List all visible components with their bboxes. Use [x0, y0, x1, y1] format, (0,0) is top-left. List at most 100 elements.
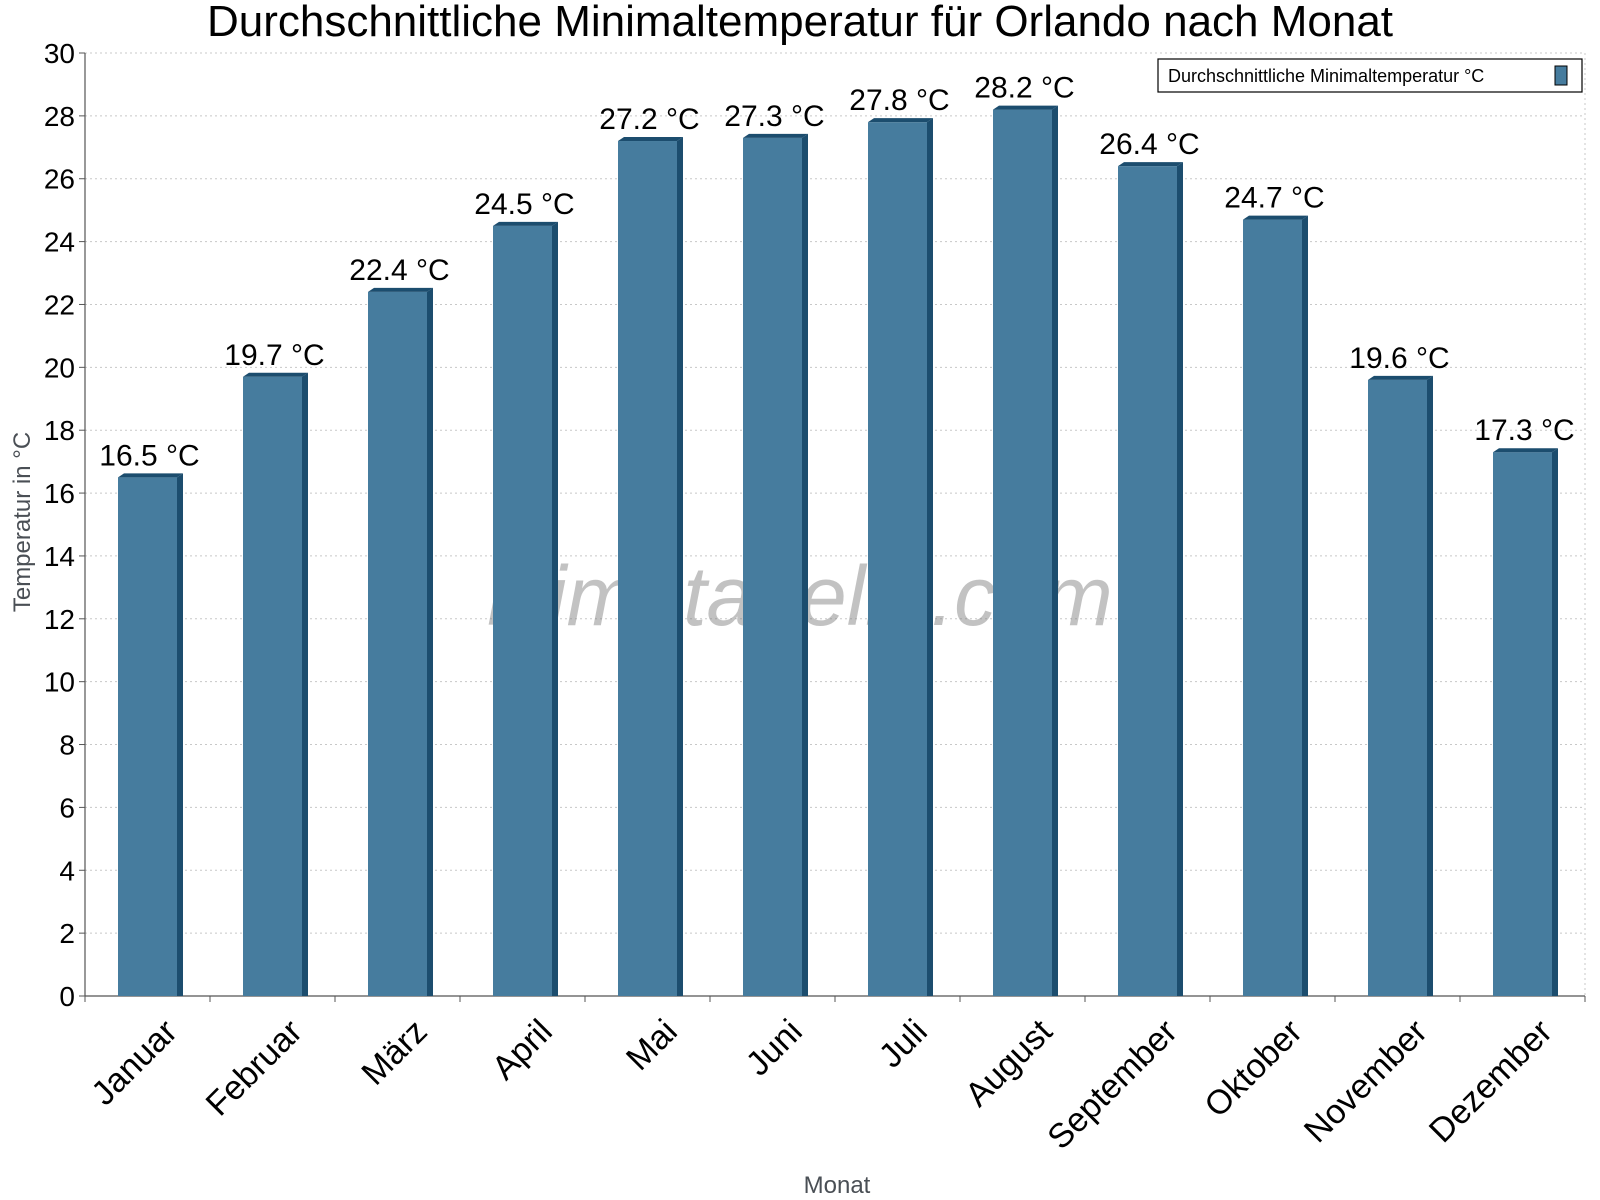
data-label: 17.3 °C — [1474, 414, 1574, 447]
bar-top — [368, 287, 433, 292]
data-label: 22.4 °C — [349, 254, 449, 287]
y-tick-label: 20 — [44, 352, 75, 383]
y-tick-label: 16 — [44, 478, 75, 509]
bar-side — [552, 221, 558, 997]
x-tick-label: März — [354, 1012, 434, 1092]
chart-title: Durchschnittliche Minimaltemperatur für … — [207, 0, 1393, 46]
bar — [1493, 448, 1558, 996]
y-tick-label: 6 — [59, 792, 75, 823]
bar-side — [1052, 105, 1058, 996]
bar-top — [743, 133, 808, 138]
legend-box — [1157, 58, 1583, 93]
y-tick-label: 0 — [59, 981, 75, 1012]
y-tick-label: 8 — [59, 730, 75, 761]
bar — [868, 118, 933, 997]
bar-front — [118, 477, 177, 997]
bar-side — [802, 133, 808, 996]
x-tick-label: November — [1297, 1012, 1435, 1150]
data-label: 16.5 °C — [99, 439, 199, 472]
y-tick-label: 12 — [44, 604, 75, 635]
axes — [84, 53, 1586, 997]
legend-label: Durchschnittliche Minimaltemperatur °C — [1168, 66, 1484, 86]
bar-side — [302, 372, 308, 997]
bar-side — [177, 473, 183, 997]
bar — [993, 105, 1058, 996]
y-tick-label: 24 — [44, 227, 75, 258]
data-label: 28.2 °C — [974, 72, 1074, 105]
y-tick-label: 14 — [44, 541, 75, 572]
x-tick-label: September — [1040, 1012, 1184, 1156]
y-tick-label: 18 — [44, 415, 75, 446]
x-tick-label: April — [485, 1012, 560, 1087]
y-axis-label: Temperatur in °C — [9, 432, 36, 612]
bar-side — [1552, 448, 1558, 996]
bar-side — [427, 287, 433, 997]
bar-side — [1302, 215, 1308, 996]
y-tick-label: 28 — [44, 101, 75, 132]
bar-top — [868, 118, 933, 123]
data-label: 26.4 °C — [1099, 128, 1199, 161]
bar-front — [993, 109, 1052, 996]
bar — [243, 372, 308, 997]
y-tick-label: 26 — [44, 164, 75, 195]
x-tick-label: Juni — [739, 1012, 810, 1083]
bar-top — [993, 105, 1058, 110]
bar — [1118, 162, 1183, 996]
bar-front — [243, 376, 302, 997]
bar — [743, 133, 808, 996]
bar — [368, 287, 433, 997]
bar-front — [368, 291, 427, 997]
x-tick-label: August — [958, 1012, 1060, 1114]
bar — [618, 137, 683, 997]
bar-front — [1118, 166, 1177, 996]
bar-front — [1243, 219, 1302, 996]
data-label: 27.3 °C — [724, 100, 824, 133]
bar-front — [618, 141, 677, 997]
bar-top — [118, 473, 183, 478]
data-label: 19.6 °C — [1349, 342, 1449, 375]
y-tick-label: 4 — [59, 855, 75, 886]
gridlines — [85, 52, 1585, 934]
legend: Durchschnittliche Minimaltemperatur °C — [1157, 58, 1583, 93]
x-tick-label: Januar — [84, 1012, 184, 1112]
y-tick-label: 10 — [44, 667, 75, 698]
data-label: 27.8 °C — [849, 84, 949, 117]
x-tick-label: Dezember — [1422, 1012, 1560, 1150]
bar-top — [1118, 162, 1183, 167]
bar-top — [618, 137, 683, 142]
data-label: 24.7 °C — [1224, 182, 1324, 215]
bar — [493, 221, 558, 997]
bar-front — [1493, 452, 1552, 996]
x-axis-ticks: Januar Februar März April Mai Juni Juli AugustS… — [84, 996, 1586, 1157]
bar-side — [677, 137, 683, 997]
bar-top — [493, 221, 558, 226]
legend-swatch — [1554, 65, 1568, 86]
bar-top — [1368, 375, 1433, 380]
bar-top — [1493, 448, 1558, 453]
bar — [1243, 215, 1308, 996]
bar-front — [1368, 379, 1427, 996]
bars — [118, 105, 1558, 997]
x-tick-label: Oktober — [1197, 1012, 1309, 1124]
data-label: 27.2 °C — [599, 103, 699, 136]
x-tick-label: Juli — [872, 1012, 935, 1075]
data-label: 24.5 °C — [474, 188, 574, 221]
x-tick-label: Mai — [619, 1012, 685, 1078]
bar — [1368, 375, 1433, 996]
bar-front — [868, 122, 927, 997]
y-tick-label: 22 — [44, 289, 75, 320]
x-axis-label: Monat — [804, 1172, 871, 1199]
y-tick-label: 2 — [59, 918, 75, 949]
bar — [118, 473, 183, 997]
data-label: 19.7 °C — [224, 339, 324, 372]
bar-front — [743, 137, 802, 996]
bar-front — [493, 225, 552, 997]
bar-top — [243, 372, 308, 377]
bar-side — [1177, 162, 1183, 996]
data-labels: 16.5 °C 19.7 °C 22.4 °C 24.5 °C 27.2 °C 27.3 … — [99, 72, 1574, 473]
bar-side — [1427, 375, 1433, 996]
bar-side — [927, 118, 933, 997]
y-tick-label: 30 — [44, 38, 75, 69]
